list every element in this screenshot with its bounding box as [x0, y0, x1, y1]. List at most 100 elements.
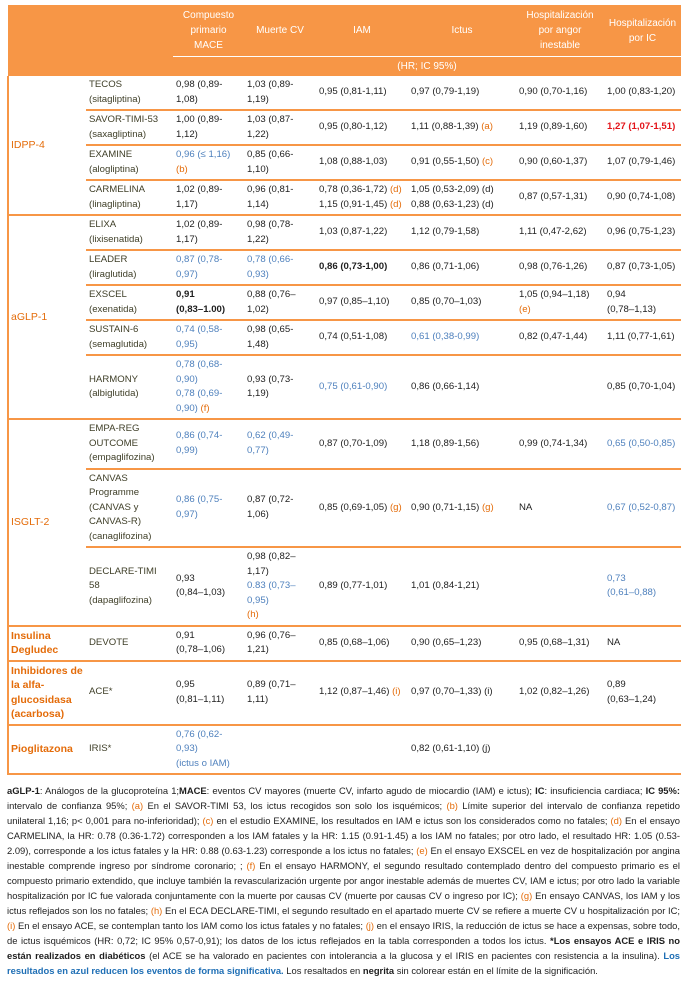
hr-value: 1,27 (1,07-1,51): [607, 120, 678, 135]
text-segment: 1,03 (0,87-1,22): [319, 226, 388, 238]
hr-value: 0,82 (0,61-1,10) (j): [411, 742, 513, 757]
hr-cell: 0,98 (0,65-1,48): [244, 320, 316, 356]
text-segment: 0,90 (0,65–1,23): [411, 636, 482, 648]
trial-drug: (linagliptina): [89, 198, 141, 210]
text-segment: negrita: [362, 965, 395, 976]
hr-value: 0,78 (0,69-0,90) (f): [176, 387, 241, 416]
text-segment: 0,87 (0,72-1,06): [247, 494, 294, 520]
hr-cell: 1,02 (0,89-1,17): [173, 180, 244, 216]
text-segment: en el estudio EXAMINE, los resultados en…: [213, 815, 611, 826]
footnote-marker: (i): [392, 686, 401, 698]
hr-cell: 0,86 (0,71-1,06): [408, 250, 516, 286]
trial-drug: (liraglutida): [89, 268, 137, 280]
table-row: Pioglitazona IRIS* 0,76 (0,62-0,93) (ictus …: [7, 724, 681, 775]
hr-cell: 0,98 (0,82–1,17) 0.83 (0,73–0,95) (h): [244, 547, 316, 627]
hr-cell: 1,00 (0,89-1,12): [173, 110, 244, 146]
hr-cell: 0,65 (0,50-0,85): [604, 419, 681, 470]
hr-cell: 0,87 (0,57-1,31): [516, 180, 604, 216]
hr-value: 0,91: [176, 288, 241, 303]
drug-class-label: aGLP-1: [7, 215, 86, 420]
hr-cell: 1,07 (0,79-1,46): [604, 145, 681, 181]
hr-cell: 0,96 (≤ 1,16) (b): [173, 145, 244, 181]
trial-name: SUSTAIN-6 (semaglutida): [86, 320, 173, 356]
hr-value: NA: [607, 636, 678, 651]
footnote-marker: (h): [247, 609, 259, 620]
hr-cell: 0,78 (0,36-1,72) (d) 1,15 (0,91-1,45) (d): [316, 180, 408, 216]
text-segment: 1,00 (0,83-1,20): [607, 86, 676, 98]
hr-cell: 0,87 (0,73-1,05): [604, 250, 681, 286]
text-segment: Los resaltados en: [283, 965, 363, 976]
text-segment: 0,98 (0,78-1,22): [247, 219, 294, 245]
text-segment: 0,76 (0,62-0,93): [176, 728, 223, 755]
hr-cell: 0,87 (0,78-0,97): [173, 250, 244, 286]
hr-value: 1,11 (0,77-1,61): [607, 330, 678, 345]
text-segment: En el SAVOR-TIMI 53, los ictus recogidos…: [143, 800, 447, 811]
hr-cell: 1,03 (0,89-1,19): [244, 76, 316, 111]
text-segment: (0,78–1,06): [176, 644, 226, 655]
hr-cell: 0,89 (0,77-1,01): [316, 547, 408, 627]
hr-cell: 0,86 (0,74-0,99): [173, 419, 244, 470]
hr-cell: NA: [604, 625, 681, 662]
header-empty: [86, 56, 173, 76]
footnote-marker: (f): [200, 402, 210, 414]
text-segment: 1,18 (0,89-1,56): [411, 437, 480, 449]
hr-value: (0,78–1,06): [176, 643, 241, 658]
trial-name: CANVAS Programme (CANVAS y CANVAS-R) (can…: [86, 468, 173, 548]
trial-title: EXAMINE: [89, 149, 133, 160]
drug-class-label: Inhibidores de la alfa-glucosidasa (acar…: [7, 660, 86, 726]
footnote-marker: (a): [131, 800, 144, 811]
hr-value: 1,12 (0,87–1,46) (i): [319, 685, 405, 700]
hr-value: 0,86 (0,74-0,99): [176, 429, 241, 458]
hr-value: (0,84–1,03): [176, 586, 241, 601]
column-header-angor: Hospitalización por angor inestable: [516, 5, 604, 57]
hr-value: 0,86 (0,71-1,06): [411, 260, 513, 275]
hr-cell: 0,93 (0,84–1,03): [173, 547, 244, 627]
text-segment: 1,12 (0,87–1,46): [319, 686, 393, 698]
text-segment: 0,65 (0,50-0,85): [607, 437, 676, 449]
text-segment: 1,00 (0,89-1,12): [176, 114, 223, 140]
subheader-row: (HR; IC 95%): [8, 56, 681, 76]
text-segment: (0,63–1,24): [607, 693, 657, 705]
footnote-marker: (i): [7, 920, 16, 931]
hr-value: (0,78–1,13): [607, 303, 678, 318]
hr-cell: 0,90 (0,60-1,37): [516, 145, 604, 181]
hr-value: 0,88 (0,76–1,02): [247, 288, 313, 317]
hr-cell: 0,85 (0,69-1,05) (g): [316, 468, 408, 548]
hr-value: 1,02 (0,82–1,26): [519, 685, 601, 700]
text-segment: 0,87 (0,78-0,97): [176, 254, 223, 280]
text-segment: (0,61–0,88): [607, 587, 657, 599]
hr-value: 1,05 (0,53-2,09) (d): [411, 183, 513, 198]
footnote-marker: (f): [246, 860, 256, 871]
text-segment: En el ensayo ACE, se contemplan tanto lo…: [15, 920, 366, 931]
hr-cell: 0,86 (0,73-1,00): [316, 250, 408, 286]
text-segment: 0,62 (0,49-0,77): [247, 430, 294, 456]
footnote-marker: (b): [176, 163, 188, 175]
hr-value: 0,96 (0,76–1,21): [247, 629, 313, 658]
trial-drug: (empaglifozina): [89, 452, 155, 463]
drug-class-label: Pioglitazona: [7, 724, 86, 775]
hr-value: 0,65 (0,50-0,85): [607, 437, 678, 452]
trial-title: HARMONY: [89, 373, 139, 385]
hr-cell: [316, 724, 408, 775]
text-segment: NA: [519, 501, 533, 513]
text-segment: 1,03 (0,89-1,19): [247, 79, 294, 105]
hr-cell: 0,91 (0,78–1,06): [173, 625, 244, 662]
text-segment: NA: [607, 636, 621, 648]
trial-name: LEADER (liraglutida): [86, 250, 173, 286]
text-segment: 0,95 (0,81-1,11): [319, 86, 387, 98]
hr-value: 0,86 (0,73-1,00): [319, 260, 405, 275]
text-segment: 0,94: [607, 289, 626, 300]
text-segment: 0,93: [176, 572, 195, 584]
hr-cell: 1,00 (0,83-1,20): [604, 76, 681, 111]
hr-value: 0,90 (0,65–1,23): [411, 636, 513, 651]
hr-cell: 0,97 (0,79-1,19): [408, 76, 516, 111]
hr-cell: 0,87 (0,70-1,09): [316, 419, 408, 470]
text-segment: 1,02 (0,89-1,17): [176, 219, 223, 245]
hr-value: 0,90 (0,74-1,08): [607, 190, 678, 205]
hr-cell: 0,85 (0,70–1,03): [408, 285, 516, 321]
hr-cell: 0,95 (0,81–1,11): [173, 660, 244, 726]
table-row: aGLP-1 ELIXA (lixisenatida) 1,02 (0,89-1,17…: [7, 215, 681, 420]
text-segment: 0,91 (0,55-1,50): [411, 156, 482, 168]
hr-cell: 0,73 (0,61–0,88): [604, 547, 681, 627]
text-segment: 1,07 (0,79-1,46): [607, 156, 676, 168]
